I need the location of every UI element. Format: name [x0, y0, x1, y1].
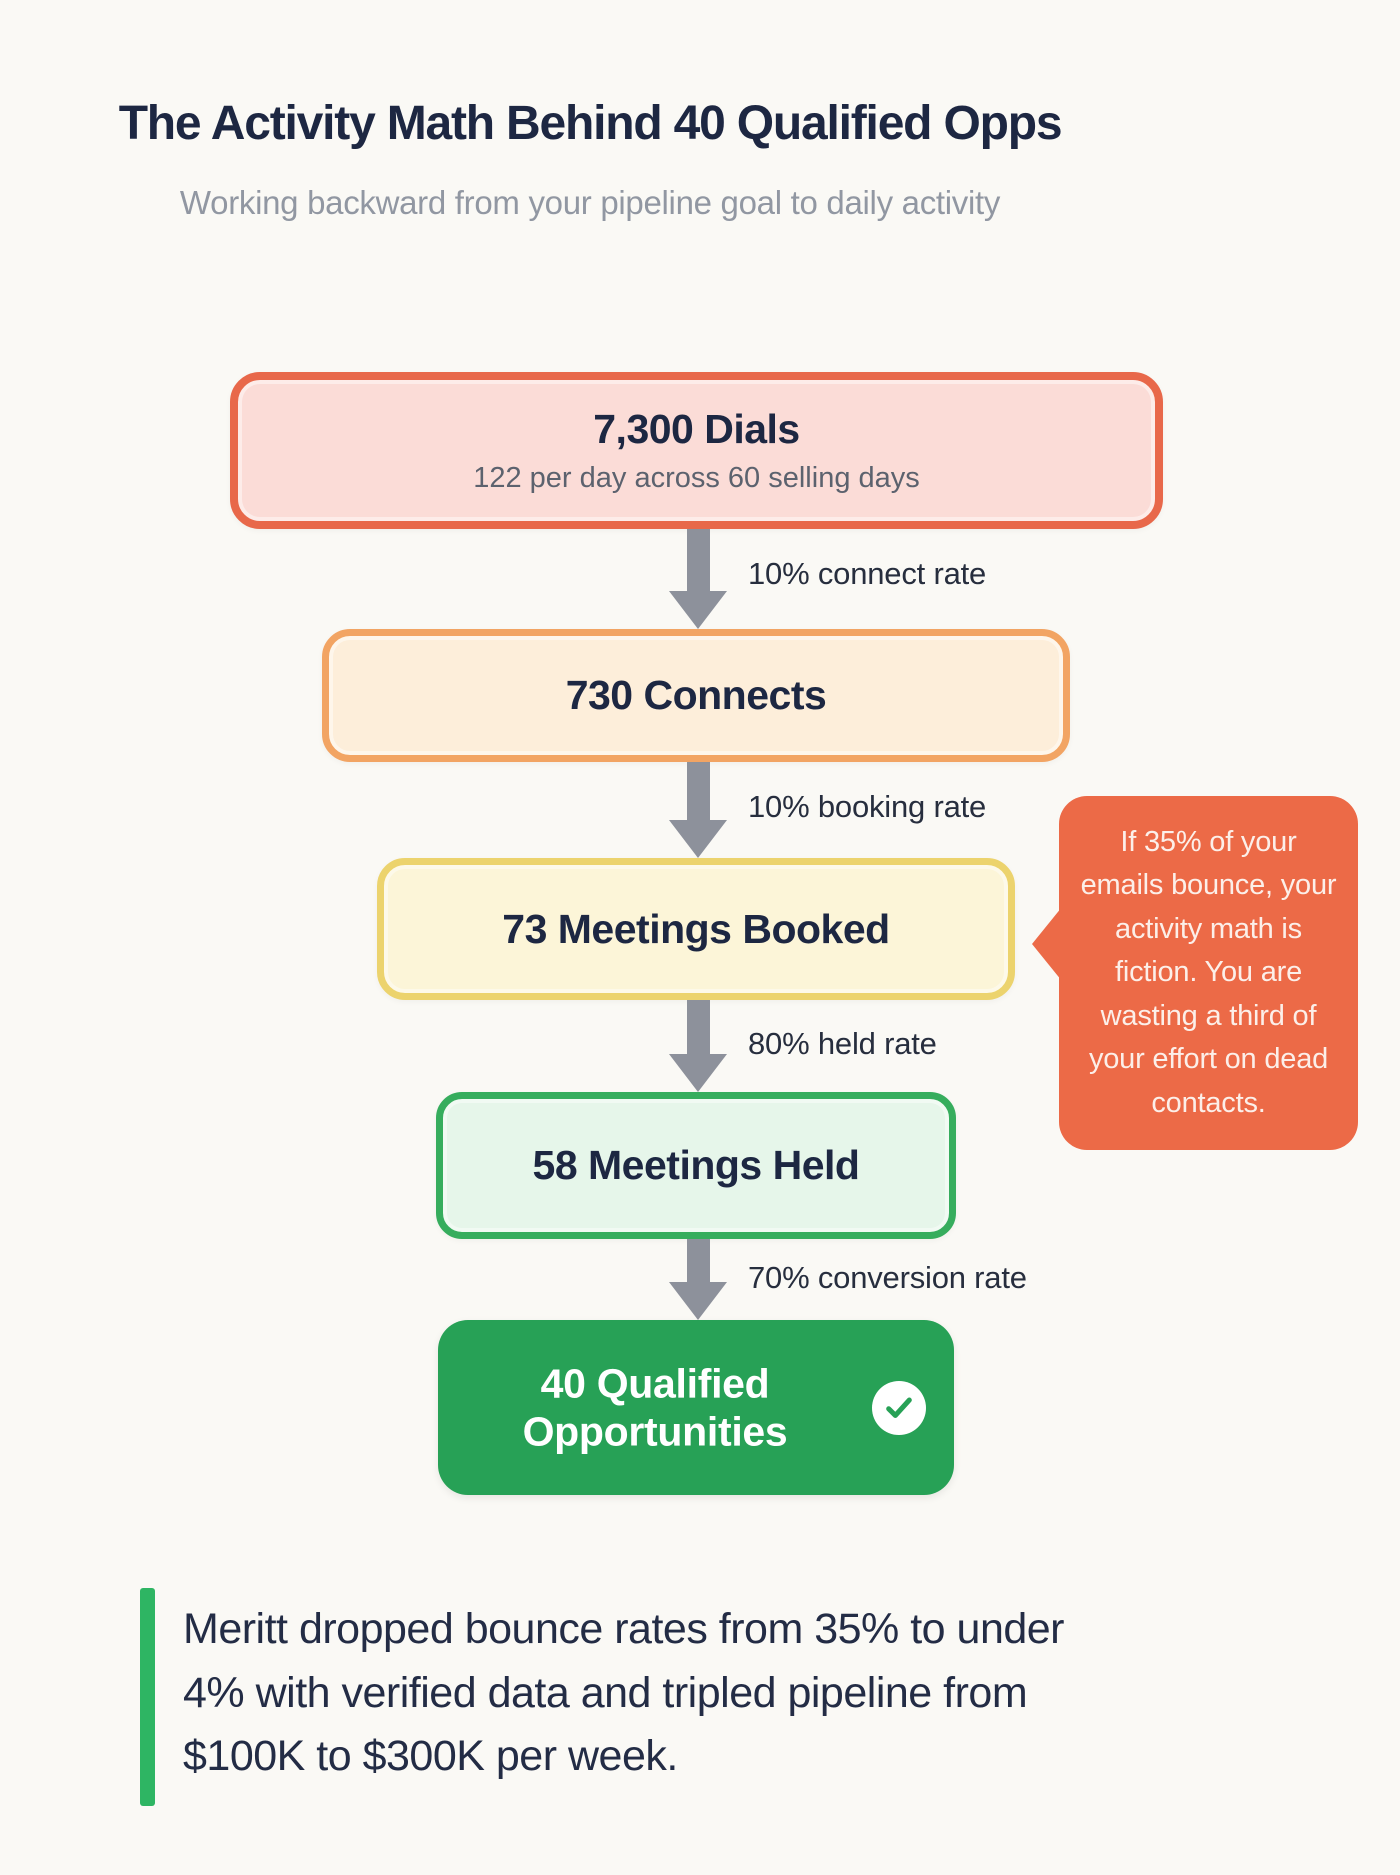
stage-meetings-booked-label: 73 Meetings Booked — [502, 905, 890, 952]
rate-held: 80% held rate — [748, 1026, 937, 1061]
funnel-stage-meetings-booked: 73 Meetings Booked — [377, 858, 1015, 1000]
rate-conversion: 70% conversion rate — [748, 1260, 1027, 1295]
stage-meetings-held-label: 58 Meetings Held — [532, 1142, 860, 1188]
page-title: The Activity Math Behind 40 Qualified Op… — [118, 97, 1063, 150]
quote-text: Meritt dropped bounce rates from 35% to … — [183, 1605, 1065, 1781]
stage-dials-sublabel: 122 per day across 60 selling days — [473, 462, 920, 494]
stage-dials-label: 7,300 Dials — [593, 406, 800, 452]
page-subtitle: Working backward from your pipeline goal… — [179, 184, 1001, 221]
quote-accent-bar — [140, 1588, 155, 1806]
callout-tail — [1032, 902, 1066, 986]
funnel-stage-meetings-held: 58 Meetings Held — [436, 1092, 956, 1239]
arrow-head — [669, 820, 727, 858]
stage-connects-label: 730 Connects — [565, 672, 827, 718]
arrow-head — [669, 1054, 727, 1092]
arrow-head — [669, 591, 727, 629]
check-circle-icon — [872, 1380, 926, 1435]
arrow-shaft — [686, 529, 710, 591]
arrow-shaft — [686, 1000, 710, 1054]
down-arrow-icon — [669, 529, 727, 629]
funnel-stage-qualified-opportunities: 40 Qualified Opportunities — [438, 1320, 954, 1495]
funnel-stage-connects: 730 Connects — [322, 629, 1070, 762]
stage-qualified-opportunities-label: 40 Qualified Opportunities — [522, 1360, 788, 1455]
arrow-shaft — [686, 1239, 710, 1282]
down-arrow-icon — [669, 762, 727, 858]
arrow-shaft — [686, 762, 710, 820]
rate-booking: 10% booking rate — [748, 789, 987, 824]
funnel-stage-dials: 7,300 Dials 122 per day across 60 sellin… — [230, 372, 1163, 529]
rate-connect: 10% connect rate — [748, 556, 987, 591]
callout-text: If 35% of your emails bounce, your activ… — [1080, 825, 1337, 1119]
arrow-head — [669, 1282, 727, 1320]
down-arrow-icon — [669, 1239, 727, 1320]
bounce-warning-callout: If 35% of your emails bounce, your activ… — [1032, 796, 1358, 1150]
down-arrow-icon — [669, 1000, 727, 1092]
